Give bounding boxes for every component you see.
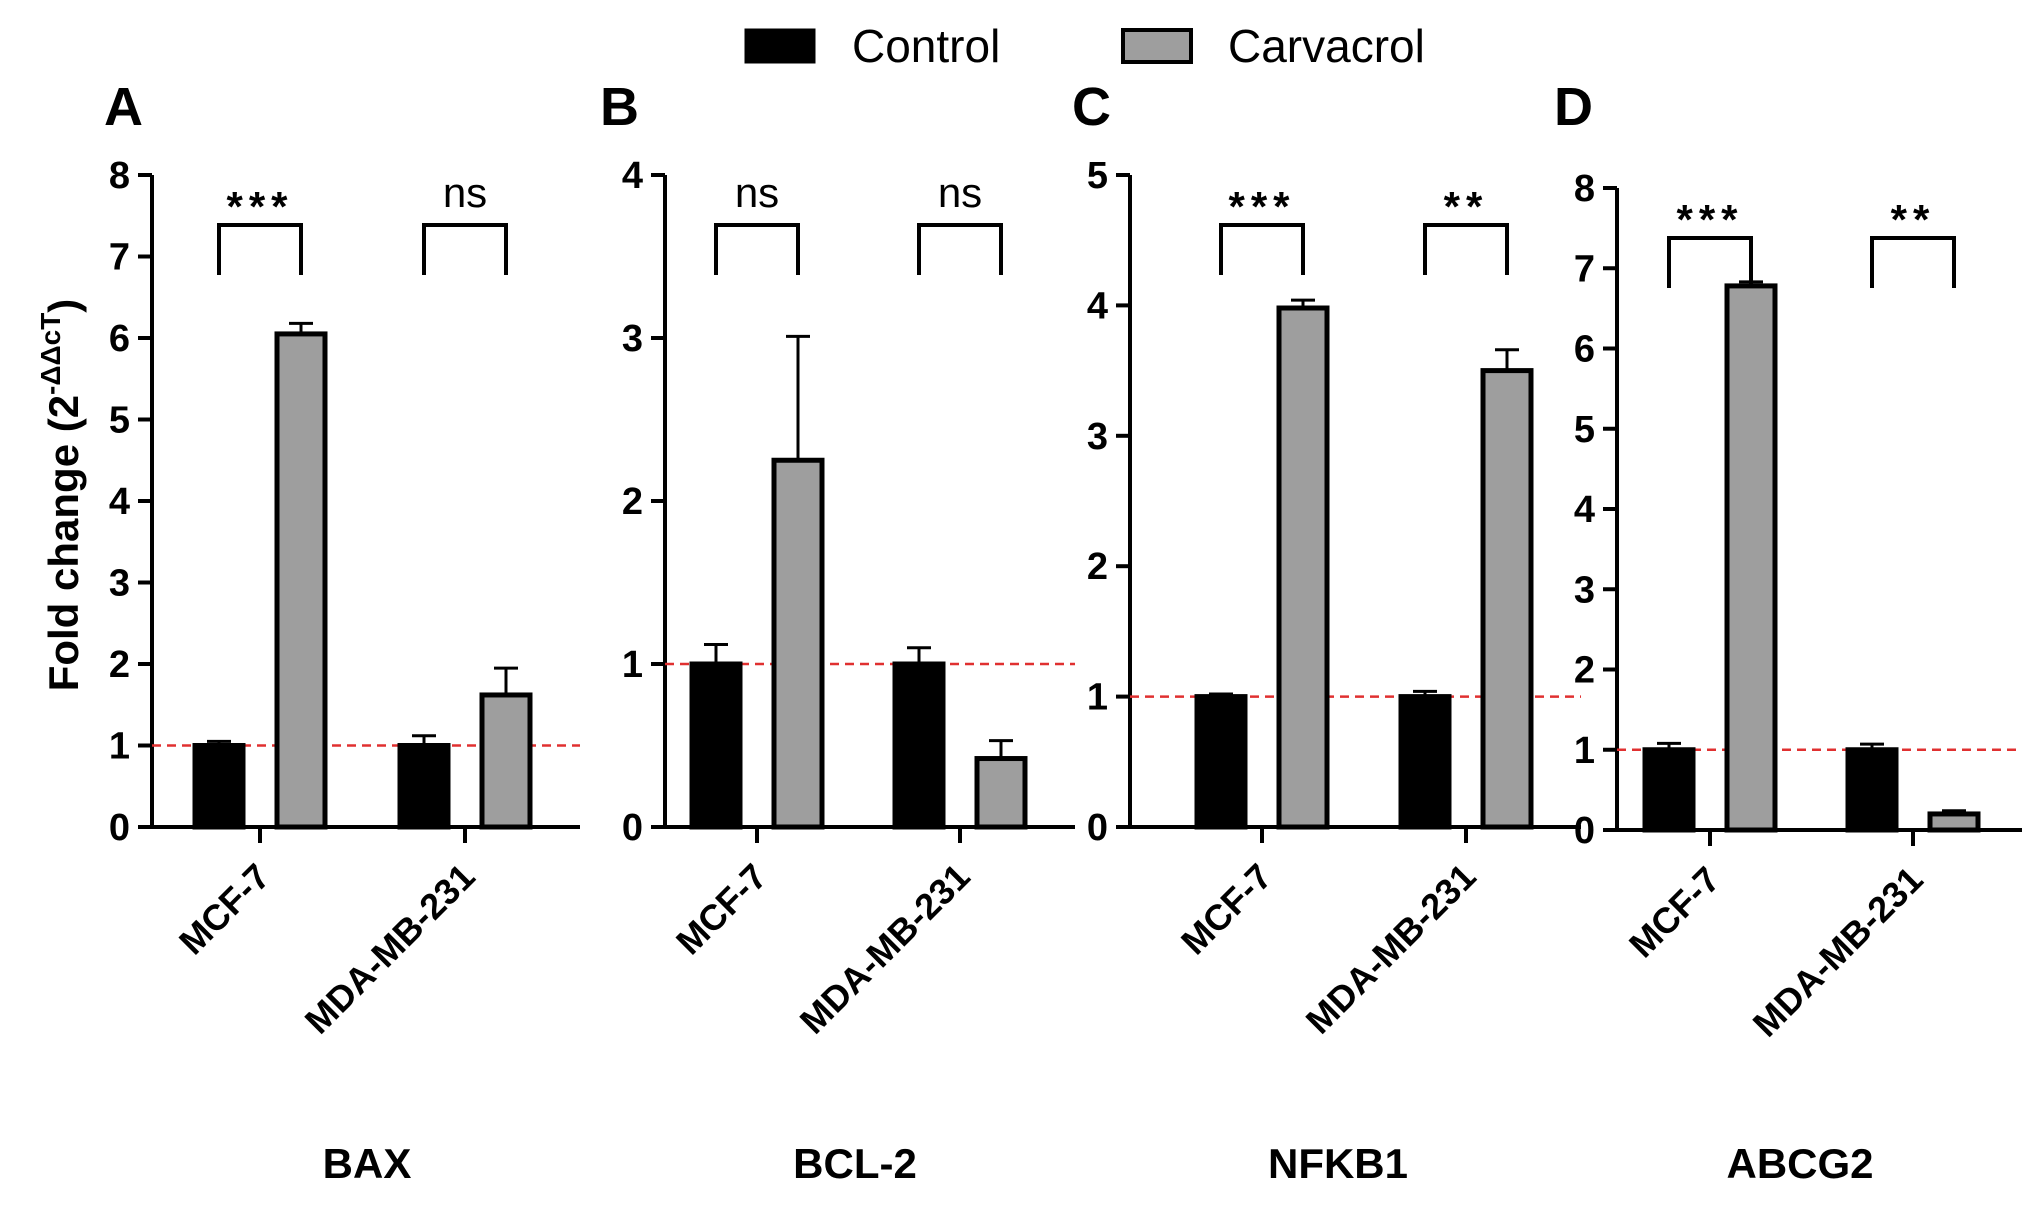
bar-control: [892, 661, 946, 830]
legend-label-control: Control: [852, 20, 1000, 72]
significance-bracket: [422, 223, 508, 275]
panel-b: B 0 1 2 3 4 ns MCF-7 ns MDA-MB-231 BCL-2: [600, 77, 1075, 1187]
gene-title: ABCG2: [1726, 1140, 1873, 1187]
y-tick-label: 0: [109, 807, 130, 849]
y-tick-label: 2: [1574, 650, 1595, 692]
panel-c: C 0 1 2 3 4 5 *** MCF-7 ** MDA-MB-231 NFKB1: [1072, 77, 1581, 1187]
bar-carvacrol: [1276, 305, 1330, 830]
significance-label: ***: [1676, 196, 1743, 243]
bar-control: [192, 743, 246, 830]
significance-label: ***: [1228, 183, 1295, 230]
category-label: MDA-MB-231: [297, 856, 483, 1042]
bar-control: [1642, 747, 1696, 833]
bar-carvacrol: [1724, 283, 1778, 833]
y-tick-label: 0: [622, 807, 643, 849]
category-label: MCF-7: [1621, 859, 1728, 966]
panel-letter: B: [600, 77, 639, 137]
y-tick-label: 8: [109, 155, 130, 197]
significance-label: **: [1891, 196, 1936, 243]
significance-label: ns: [938, 169, 982, 216]
significance-label: **: [1444, 183, 1489, 230]
bar-carvacrol: [974, 756, 1028, 830]
bar-carvacrol: [1927, 811, 1981, 833]
category-label: MDA-MB-231: [1745, 859, 1931, 1045]
y-tick-label: 0: [1574, 810, 1595, 852]
bar-control: [1845, 747, 1899, 833]
y-tick-label: 7: [1574, 248, 1595, 290]
bar-carvacrol: [479, 692, 533, 830]
y-tick-label: 6: [109, 318, 130, 360]
svg-text:Fold change (2-ΔΔcT): Fold change (2-ΔΔcT): [35, 299, 87, 692]
significance-bracket: [1219, 223, 1305, 275]
legend-label-carvacrol: Carvacrol: [1228, 20, 1425, 72]
y-tick-label: 3: [109, 563, 130, 605]
bar-control: [397, 743, 451, 830]
y-tick-label: 5: [1574, 409, 1595, 451]
panel-letter: D: [1554, 77, 1593, 137]
panels: A 0 1 2 3 4 5 6 7 8 *** MCF-7 ns MDA-MB-231 BAX B 0 1 2 3 4 n…: [104, 77, 2022, 1187]
category-label: MDA-MB-231: [792, 856, 978, 1042]
significance-bracket: [917, 223, 1003, 275]
panel-d: D 0 1 2 3 4 5 6 7 8 *** MCF-7 ** MDA-MB-231 ABCG2: [1554, 77, 2022, 1187]
bar-control: [1398, 694, 1452, 830]
y-tick-label: 7: [109, 237, 130, 279]
y-tick-label: 4: [1574, 489, 1595, 531]
y-tick-label: 8: [1574, 168, 1595, 210]
y-axis-title-superscript: -ΔΔcT: [35, 313, 66, 395]
significance-bracket: [1423, 223, 1509, 275]
significance-bracket: [1667, 236, 1753, 288]
significance-label: ns: [443, 169, 487, 216]
y-tick-label: 4: [622, 155, 643, 197]
y-tick-label: 2: [1087, 546, 1108, 588]
bar-carvacrol: [771, 457, 825, 830]
y-tick-label: 1: [109, 726, 130, 768]
legend-swatch-carvacrol: [1121, 28, 1193, 64]
y-tick-label: 3: [1087, 416, 1108, 458]
y-tick-label: 4: [109, 481, 130, 523]
significance-bracket: [714, 223, 800, 275]
y-tick-label: 5: [109, 400, 130, 442]
y-tick-label: 1: [622, 644, 643, 686]
y-axis-title-text: Fold change (2: [40, 395, 87, 691]
bar-control: [689, 661, 743, 830]
y-tick-label: 0: [1087, 807, 1108, 849]
legend: Control Carvacrol: [744, 20, 1425, 72]
significance-bracket: [1870, 236, 1956, 288]
panel-letter: A: [104, 77, 143, 137]
significance-label: ns: [735, 169, 779, 216]
bar-control: [1194, 694, 1248, 830]
y-tick-label: 3: [622, 318, 643, 360]
legend-swatch-control: [744, 28, 816, 64]
y-axis-title-suffix: ): [40, 299, 87, 313]
significance-bracket: [217, 223, 303, 275]
bar-carvacrol: [274, 331, 328, 830]
y-tick-label: 1: [1574, 730, 1595, 772]
gene-title: NFKB1: [1268, 1140, 1408, 1187]
y-tick-label: 4: [1087, 285, 1108, 327]
significance-label: ***: [226, 183, 293, 230]
y-tick-label: 2: [622, 481, 643, 523]
y-tick-label: 3: [1574, 569, 1595, 611]
category-label: MCF-7: [171, 856, 278, 963]
panel-letter: C: [1072, 77, 1111, 137]
panel-a: A 0 1 2 3 4 5 6 7 8 *** MCF-7 ns MDA-MB-231 BAX: [104, 77, 580, 1187]
bar-carvacrol: [1480, 368, 1534, 830]
category-label: MCF-7: [668, 856, 775, 963]
y-tick-label: 1: [1087, 677, 1108, 719]
category-label: MCF-7: [1173, 856, 1280, 963]
category-label: MDA-MB-231: [1298, 856, 1484, 1042]
y-tick-label: 2: [109, 644, 130, 686]
y-axis-title: Fold change (2-ΔΔcT): [35, 299, 87, 692]
gene-title: BAX: [323, 1140, 412, 1187]
y-tick-label: 6: [1574, 329, 1595, 371]
y-tick-label: 5: [1087, 155, 1108, 197]
gene-title: BCL-2: [793, 1140, 917, 1187]
